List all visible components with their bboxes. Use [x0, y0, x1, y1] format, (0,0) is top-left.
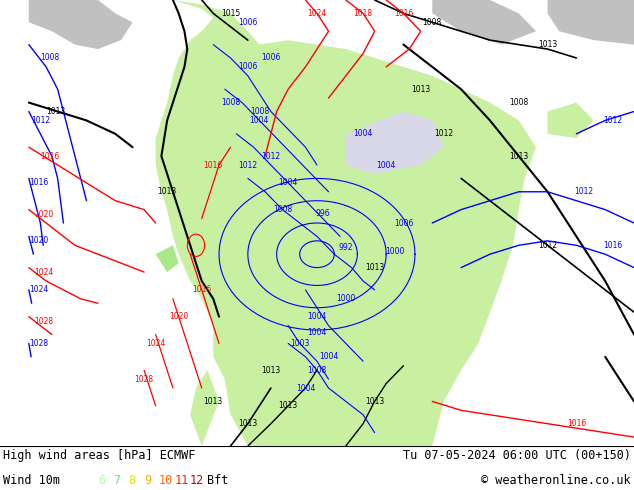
Text: 6: 6	[98, 474, 105, 487]
Text: 1024: 1024	[307, 9, 327, 18]
Text: 1016: 1016	[394, 9, 413, 18]
Polygon shape	[29, 0, 133, 49]
Text: 1012: 1012	[538, 241, 557, 250]
Text: 996: 996	[316, 209, 330, 219]
Text: 1006: 1006	[238, 18, 257, 27]
Text: 1000: 1000	[336, 294, 356, 303]
Text: 1015: 1015	[221, 9, 240, 18]
Text: 1013: 1013	[261, 366, 280, 375]
Text: 1020: 1020	[29, 236, 48, 245]
Text: 1012: 1012	[32, 116, 51, 125]
Text: 1018: 1018	[354, 9, 373, 18]
Text: 1003: 1003	[290, 339, 309, 348]
Text: 1012: 1012	[261, 151, 280, 161]
Text: 1012: 1012	[604, 116, 623, 125]
Polygon shape	[432, 0, 536, 45]
Text: 8: 8	[129, 474, 136, 487]
Text: 1024: 1024	[35, 268, 54, 276]
Text: 1004: 1004	[307, 327, 327, 337]
Text: 1004: 1004	[353, 129, 373, 138]
Text: 1004: 1004	[319, 352, 338, 361]
Text: 1006: 1006	[394, 219, 413, 227]
Text: 1008: 1008	[221, 98, 240, 107]
Text: Tu 07-05-2024 06:00 UTC (00+150): Tu 07-05-2024 06:00 UTC (00+150)	[403, 449, 631, 462]
Polygon shape	[346, 112, 444, 174]
Text: 1013: 1013	[204, 397, 223, 406]
Text: 1013: 1013	[365, 397, 384, 406]
Text: 1012: 1012	[434, 129, 453, 138]
Polygon shape	[548, 102, 593, 138]
Text: High wind areas [hPa] ECMWF: High wind areas [hPa] ECMWF	[3, 449, 195, 462]
Text: 1008: 1008	[509, 98, 528, 107]
Text: 1013: 1013	[365, 263, 384, 272]
Text: 1004: 1004	[307, 312, 327, 321]
Polygon shape	[155, 0, 536, 446]
Text: Wind 10m: Wind 10m	[3, 474, 60, 487]
Text: 1013: 1013	[278, 401, 298, 410]
Text: 1028: 1028	[134, 374, 153, 384]
Text: 1012: 1012	[574, 187, 593, 196]
Text: 12: 12	[190, 474, 204, 487]
Text: 1028: 1028	[35, 317, 54, 326]
Text: 1012: 1012	[238, 161, 257, 170]
Text: 1013: 1013	[157, 187, 177, 196]
Text: 1013: 1013	[538, 40, 557, 49]
Text: 1013: 1013	[46, 107, 65, 116]
Text: 1008: 1008	[423, 18, 442, 27]
Text: 1016: 1016	[29, 178, 48, 187]
Text: 1008: 1008	[307, 366, 327, 375]
Text: 1004: 1004	[250, 116, 269, 125]
Text: 11: 11	[174, 474, 188, 487]
Text: 9: 9	[144, 474, 151, 487]
Text: 1016: 1016	[204, 161, 223, 170]
Text: 1008: 1008	[250, 107, 269, 116]
Text: 1016: 1016	[603, 241, 623, 250]
Text: 7: 7	[113, 474, 120, 487]
Text: 1000: 1000	[385, 247, 404, 256]
Polygon shape	[190, 370, 219, 446]
Text: 1006: 1006	[238, 62, 257, 72]
Text: 1024: 1024	[146, 339, 165, 348]
Text: 1028: 1028	[29, 339, 48, 348]
Text: 1013: 1013	[238, 419, 257, 428]
Text: 1004: 1004	[377, 161, 396, 170]
Text: 1004: 1004	[278, 178, 298, 187]
Text: Bft: Bft	[207, 474, 228, 487]
Text: 1008: 1008	[41, 53, 60, 63]
Text: 1004: 1004	[296, 384, 315, 392]
Text: 1016: 1016	[567, 419, 586, 428]
Text: 1008: 1008	[273, 205, 292, 214]
Text: 10: 10	[159, 474, 173, 487]
Polygon shape	[155, 245, 179, 272]
Text: 1020: 1020	[35, 210, 54, 219]
Text: 1020: 1020	[169, 312, 188, 321]
Polygon shape	[548, 0, 634, 45]
Text: 1006: 1006	[261, 53, 281, 63]
Text: 1013: 1013	[509, 151, 528, 161]
Text: 1016: 1016	[41, 151, 60, 161]
Text: 1013: 1013	[411, 85, 430, 94]
Text: 992: 992	[339, 243, 353, 252]
Text: 1016: 1016	[192, 285, 211, 294]
Text: © weatheronline.co.uk: © weatheronline.co.uk	[481, 474, 631, 487]
Text: 1024: 1024	[29, 285, 48, 294]
